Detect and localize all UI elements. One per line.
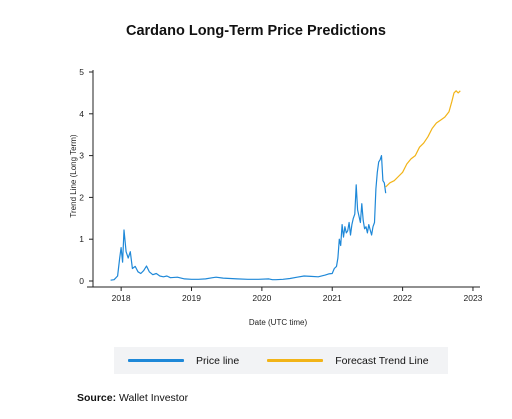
x-tick-label: 2019 (182, 293, 201, 303)
legend-item-price-line: Price line (128, 355, 239, 367)
legend-label-forecast-trend-line: Forecast Trend Line (335, 354, 429, 367)
y-tick-label: 1 (79, 234, 84, 244)
x-tick-label: 2018 (112, 293, 131, 303)
y-tick-label: 0 (79, 276, 84, 286)
series-line-forecast-trend-line (385, 90, 461, 188)
axes: 0 1 2 3 4 5 2018 2019 2020 2021 2022 2023 (79, 67, 482, 303)
series-line-price-line (110, 155, 387, 281)
y-tick-label: 2 (79, 192, 84, 202)
x-tick-label: 2023 (464, 293, 483, 303)
legend-label-price-line: Price line (196, 354, 240, 367)
legend-swatch-forecast-trend-line (267, 359, 324, 362)
x-tick-label: 2021 (323, 293, 342, 303)
legend-swatch-price-line (128, 359, 184, 362)
source-text: Wallet Investor (119, 392, 189, 404)
y-tick-label: 4 (79, 109, 84, 119)
y-axis-label: Trend Line (Long Term) (69, 134, 78, 217)
source-label: Source: (77, 392, 117, 404)
chart-title: Cardano Long-Term Price Predictions (126, 23, 386, 39)
legend-item-forecast-trend-line: Forecast Trend Line (267, 354, 429, 367)
y-tick-label: 5 (79, 67, 84, 77)
series-layer (110, 90, 461, 281)
x-tick-label: 2020 (252, 293, 271, 303)
y-tick-label: 3 (79, 151, 84, 161)
x-axis-label: Date (UTC time) (249, 318, 308, 327)
x-tick-label: 2022 (393, 293, 412, 303)
legend: Price line Forecast Trend Line (114, 347, 448, 374)
source-note: Source: Wallet Investor (77, 392, 188, 404)
